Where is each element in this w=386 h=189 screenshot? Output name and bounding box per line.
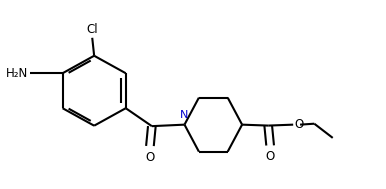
Text: H₂N: H₂N bbox=[6, 67, 28, 80]
Text: N: N bbox=[180, 111, 189, 121]
Text: O: O bbox=[295, 118, 303, 131]
Text: O: O bbox=[145, 151, 154, 164]
Text: Cl: Cl bbox=[86, 23, 98, 36]
Text: O: O bbox=[266, 150, 275, 163]
